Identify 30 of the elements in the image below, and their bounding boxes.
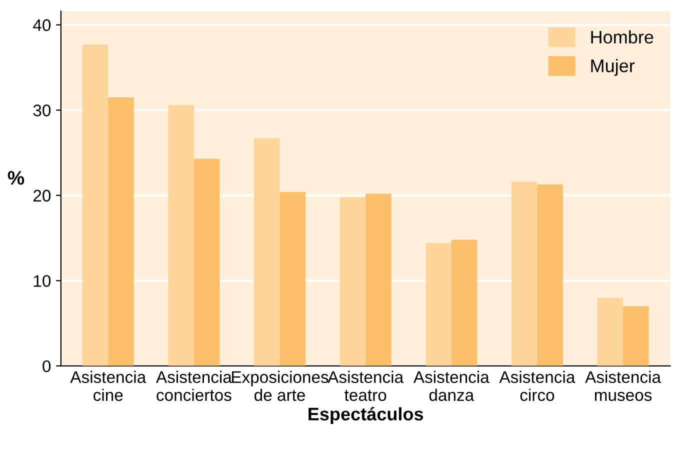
x-axis-title: Espectáculos (308, 407, 424, 424)
y-tick-label: 40 (33, 19, 51, 32)
bar (426, 243, 452, 366)
legend-label: Hombre (591, 30, 654, 44)
bar (366, 194, 392, 366)
bar (451, 240, 478, 366)
bar (511, 182, 538, 366)
x-tick-label: Asistencia conciertos (156, 370, 232, 401)
legend-label: Mujer (591, 58, 635, 76)
y-tick-label: 10 (34, 275, 51, 287)
x-tick-label: Asistencia cine (70, 370, 146, 401)
bar (108, 97, 134, 366)
bar (623, 306, 649, 366)
x-tick-label: Exposiciones de arte (232, 370, 328, 401)
bar (168, 105, 194, 366)
y-tick-label: 0 (42, 360, 51, 372)
y-tick-label: 30 (33, 104, 51, 116)
y-tick-label: 20 (34, 190, 51, 202)
bar (597, 298, 624, 366)
x-tick-label: Asistencia museos (585, 370, 662, 401)
x-tick-label: Asistencia circo (499, 370, 576, 401)
x-tick-label: Asistencia teatro (328, 370, 404, 401)
bar (340, 197, 366, 366)
bar (280, 192, 306, 366)
bar (194, 158, 220, 366)
bar (254, 138, 280, 366)
bar (537, 184, 563, 366)
y-axis-title: % (8, 171, 24, 185)
x-tick-label: Asistencia danza (413, 370, 490, 401)
bar (82, 44, 108, 366)
